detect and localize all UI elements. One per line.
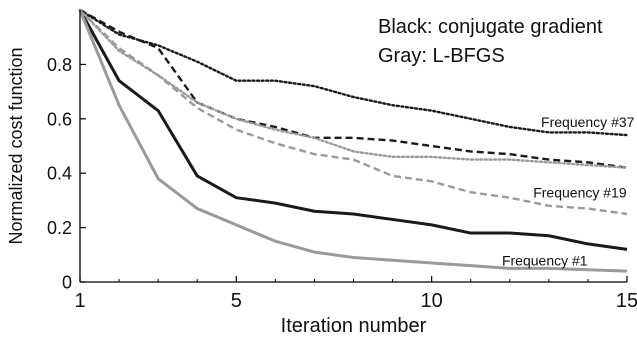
annotation-frequency-37: Frequency #37 (541, 114, 635, 130)
y-axis-title: Normalized cost function (6, 47, 26, 244)
series-lines (78, 8, 629, 273)
annotation-frequency-1: Frequency #1 (502, 253, 588, 269)
series-line-conjugate-gradient-frequency-19 (79, 8, 628, 169)
series-line-conjugate-gradient-frequency-37 (78, 8, 629, 137)
x-axis-title: Iteration number (281, 315, 427, 337)
x-tick-label: 5 (231, 290, 242, 312)
legend-text: Gray: L-BFGS (378, 45, 505, 67)
legend-text: Black: conjugate gradient (378, 16, 603, 38)
y-tick-label: 0 (62, 273, 72, 293)
series-line-l-bfgs-frequency-37 (78, 8, 629, 169)
y-tick-label: 0.2 (47, 218, 72, 238)
x-tick-label: 10 (421, 290, 443, 312)
axes (79, 10, 628, 283)
annotation-frequency-19: Frequency #19 (533, 185, 627, 201)
x-tick-label: 1 (74, 290, 85, 312)
y-tick-label: 0.8 (47, 55, 72, 75)
y-tick-label: 0.6 (47, 109, 72, 129)
y-tick-label: 0.4 (47, 164, 72, 184)
x-tick-label: 15 (616, 290, 637, 312)
series-line-l-bfgs-frequency-19 (79, 9, 628, 216)
series-line-l-bfgs-frequency-1 (78, 9, 628, 273)
series-line-conjugate-gradient-frequency-1 (78, 9, 628, 251)
